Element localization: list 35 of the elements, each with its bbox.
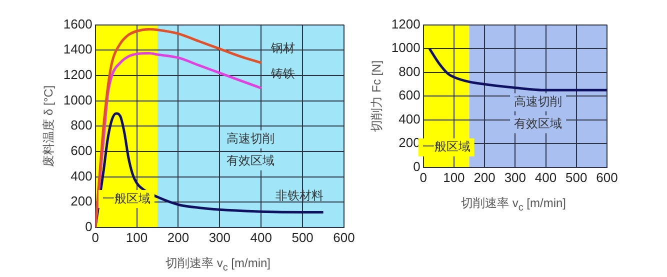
x-tick-label: 100 <box>443 170 465 185</box>
x-tick-label: 200 <box>167 230 190 245</box>
x-tick-label: 100 <box>126 230 148 245</box>
y-tick-label: 1000 <box>63 92 92 108</box>
y-axis-title: 废料温度 δ [°C] <box>42 85 56 167</box>
y-tick-label: 800 <box>398 64 420 79</box>
x-axis-title: 切削速率 v$_{c}$ [m/min] <box>164 255 270 274</box>
y-tick-label: 1600 <box>63 16 92 32</box>
x-tick-label: 500 <box>292 230 314 245</box>
y-tick-label: 0 <box>85 218 92 234</box>
band-label: 高速切削有效区域 <box>514 94 562 131</box>
y-tick-label: 1400 <box>63 42 92 57</box>
x-tick-label: 400 <box>250 230 272 245</box>
x-tick-label: 600 <box>596 170 618 185</box>
x-tick-label: 600 <box>333 230 355 245</box>
band-label: 高速切削有效区域 <box>226 132 275 168</box>
band-label: 一般区域 <box>422 140 470 154</box>
y-tick-label: 600 <box>398 88 420 103</box>
band-label: 一般区域 <box>102 191 150 206</box>
y-tick-label: 400 <box>398 111 420 126</box>
y-tick-label: 0 <box>413 158 420 174</box>
x-axis-title: 切削速率 v$_{c}$ [m/min] <box>460 195 566 214</box>
line-series <box>428 47 607 92</box>
x-tick-label: 300 <box>208 230 231 245</box>
x-tick-label: 500 <box>566 170 588 185</box>
y-tick-label: 200 <box>70 194 92 209</box>
y-tick-label: 1000 <box>391 40 420 56</box>
y-tick-label: 1200 <box>391 16 420 32</box>
x-tick-label: 400 <box>534 170 557 185</box>
y-axis-title: 切削力 Fc [N] <box>370 60 384 132</box>
y-tick-label: 800 <box>70 118 92 133</box>
y-tick-label: 1200 <box>63 67 92 82</box>
y-tick-label: 600 <box>70 143 92 158</box>
x-tick-label: 200 <box>474 170 496 185</box>
x-tick-label: 300 <box>504 170 526 185</box>
